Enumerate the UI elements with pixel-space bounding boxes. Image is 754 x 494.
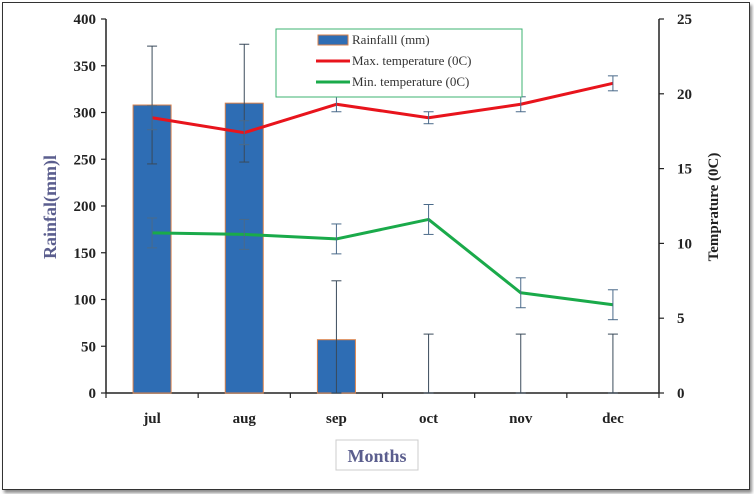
y-tick-label: 50: [81, 339, 96, 355]
y2-tick-label: 25: [677, 12, 692, 28]
y2-tick-label: 20: [677, 87, 692, 103]
x-tick-label: nov: [509, 411, 533, 427]
legend: Rainfalll (mm) Max. temperature (0C) Min. …: [275, 28, 523, 98]
x-tick-label: jul: [142, 411, 161, 427]
y-tick-label: 400: [74, 12, 97, 28]
y-tick-label: 350: [74, 59, 97, 75]
y2-tick-label: 0: [677, 386, 685, 402]
y-tick-label: 150: [74, 246, 97, 262]
x-tick-label: aug: [233, 411, 257, 427]
y-tick-label: 300: [74, 106, 97, 122]
legend-box: [275, 28, 523, 98]
legend-label: Min. temperature (0C): [352, 74, 469, 89]
x-axis-label: Months: [347, 446, 406, 466]
min-temperature-line: [152, 217, 614, 307]
y2-axis-label: Temprature (0C): [706, 153, 722, 262]
y2-tick-label: 15: [677, 162, 692, 178]
x-tick-label: sep: [326, 411, 347, 427]
legend-swatch-rainfall: [317, 34, 349, 46]
x-axis-label-box: [335, 439, 419, 471]
y-axis-label: Rainfal(mm)l: [40, 155, 61, 259]
max-temperature-line: [151, 81, 614, 135]
y-tick-label: 200: [74, 199, 97, 215]
legend-label: Max. temperature (0C): [352, 53, 471, 68]
y2-tick-label: 5: [677, 311, 685, 327]
y-tick-label: 100: [74, 293, 97, 309]
y-tick-label: 0: [89, 386, 97, 402]
x-tick-label: oct: [419, 411, 438, 427]
y2-tick-label: 10: [677, 236, 692, 252]
legend-label: Rainfalll (mm): [352, 32, 430, 47]
x-tick-label: dec: [602, 411, 624, 427]
y-tick-label: 250: [74, 152, 97, 168]
